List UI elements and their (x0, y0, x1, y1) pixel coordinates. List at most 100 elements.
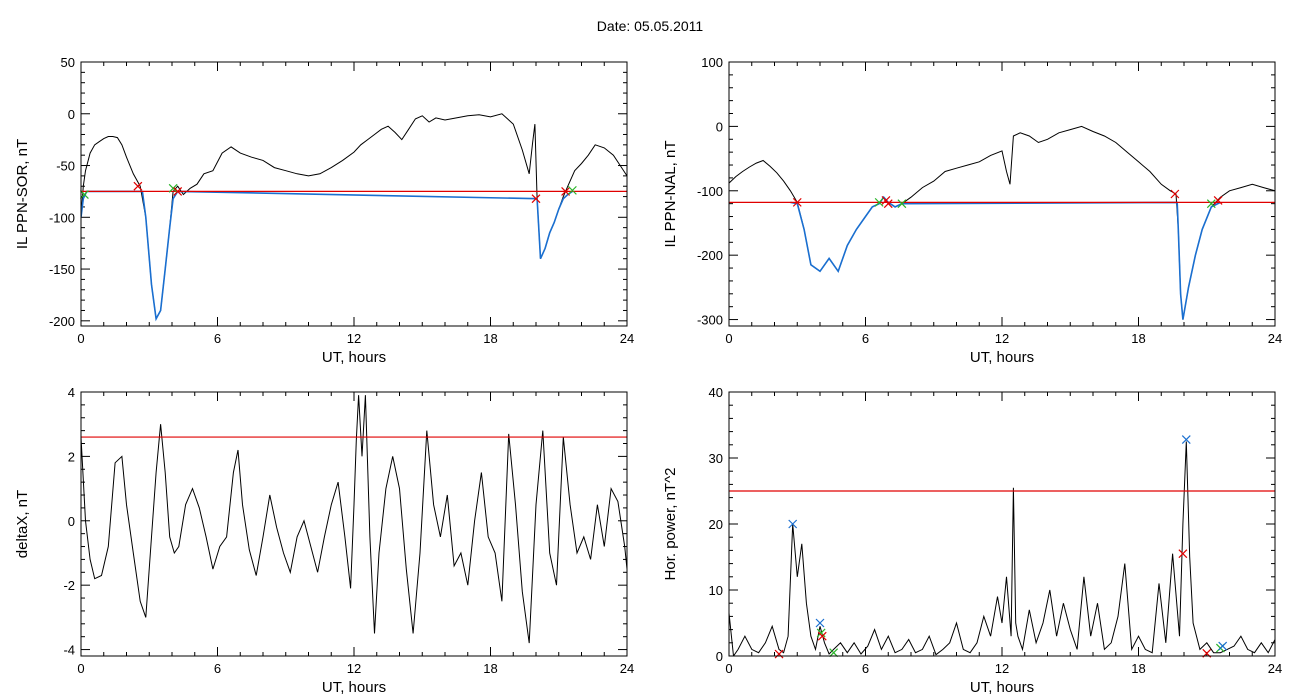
series-line-black (729, 441, 1275, 656)
marker-stroke (788, 519, 798, 529)
series-line-black (729, 125, 1275, 320)
marker-stroke (567, 185, 577, 195)
marker-stroke (815, 618, 825, 628)
marker-stroke (816, 628, 826, 638)
marker-cross-green (874, 197, 884, 207)
marker-cross-red (774, 649, 784, 659)
y-tick-label: -50 (56, 159, 75, 174)
series-line-blue (81, 190, 573, 322)
y-tick-label: -200 (697, 248, 723, 263)
y-tick-label: 30 (709, 451, 723, 466)
plot-frame (728, 391, 1276, 657)
y-tick-label: 4 (68, 385, 75, 400)
series-line-blue (790, 195, 1221, 320)
x-axis-label: UT, hours (970, 349, 1034, 366)
marker-stroke (531, 194, 541, 204)
x-tick-label: 18 (1131, 331, 1145, 346)
marker-stroke (883, 199, 893, 209)
y-tick-label: -100 (49, 210, 75, 225)
x-tick-label: 12 (347, 331, 361, 346)
x-tick-label: 6 (214, 661, 221, 676)
y-tick-label: 2 (68, 449, 75, 464)
y-tick-label: 0 (68, 107, 75, 122)
y-tick-label: -100 (697, 184, 723, 199)
y-tick-label: 100 (701, 55, 723, 70)
marker-cross-red (1178, 549, 1188, 559)
chart-bottom-left: 0 6 12 18 24 4 2 0 -2 -4 UT, hours deltaX, nT (14, 385, 634, 696)
x-tick-label: 6 (214, 331, 221, 346)
y-axis-label: IL PPN-NAL, nT (662, 141, 679, 248)
y-tick-label: -4 (63, 643, 75, 658)
x-tick-label: 18 (483, 331, 497, 346)
marker-cross-green (816, 628, 826, 638)
marker-stroke (1178, 549, 1188, 559)
x-tick-label: 18 (483, 661, 497, 676)
marker-stroke (1181, 435, 1191, 444)
plot-frame (728, 61, 1276, 327)
marker-cross-red (817, 631, 827, 641)
x-axis-label: UT, hours (970, 679, 1034, 696)
x-tick-label: 24 (620, 331, 634, 346)
marker-cross-green (79, 190, 89, 199)
plot-frame (80, 61, 628, 327)
marker-stroke (792, 197, 802, 207)
marker-cross-blue (788, 519, 798, 529)
series-line-black (81, 395, 627, 644)
x-tick-label: 24 (620, 661, 634, 676)
marker-stroke (1218, 641, 1228, 651)
x-tick-label: 0 (77, 661, 84, 676)
marker-stroke (1213, 196, 1223, 205)
y-tick-label: 20 (709, 517, 723, 532)
marker-cross-green (1206, 199, 1216, 209)
y-tick-label: -200 (49, 314, 75, 329)
y-axis-label: IL PPN-SOR, nT (14, 139, 31, 249)
y-tick-label: 0 (68, 514, 75, 529)
x-tick-label: 6 (862, 331, 869, 346)
marker-stroke (874, 197, 884, 207)
x-tick-label: 0 (725, 331, 732, 346)
x-tick-label: 24 (1268, 331, 1282, 346)
y-tick-label: -300 (697, 313, 723, 328)
x-tick-label: 0 (725, 661, 732, 676)
x-tick-label: 12 (995, 661, 1009, 676)
y-tick-label: 0 (716, 649, 723, 664)
marker-stroke (881, 196, 891, 205)
marker-cross-red (1213, 196, 1223, 205)
marker-cross-blue (1181, 435, 1191, 444)
y-axis-label: deltaX, nT (14, 490, 31, 558)
marker-cross-red (1170, 189, 1180, 199)
marker-cross-blue (1218, 641, 1228, 651)
marker-stroke (774, 649, 784, 659)
marker-stroke (168, 183, 178, 193)
x-tick-label: 12 (995, 331, 1009, 346)
y-tick-label: -2 (63, 578, 75, 593)
marker-cross-green (567, 185, 577, 195)
marker-stroke (1206, 199, 1216, 209)
marker-cross-red (531, 194, 541, 204)
x-tick-label: 24 (1268, 661, 1282, 676)
marker-stroke (829, 648, 839, 658)
x-tick-label: 12 (347, 661, 361, 676)
y-tick-label: 40 (709, 385, 723, 400)
y-tick-label: -150 (49, 262, 75, 277)
marker-cross-green (897, 199, 907, 209)
chart-bottom-right: 0 6 12 18 24 40 30 20 10 0 UT, hours Hor. power, nT… (662, 385, 1282, 696)
marker-stroke (79, 190, 89, 199)
marker-cross-blue (815, 618, 825, 628)
marker-cross-green (829, 648, 839, 658)
marker-cross-red (133, 181, 143, 191)
chart-top-right: 0 6 12 18 24 100 0 -100 -200 -300 UT, hours IL PPN-… (662, 55, 1282, 366)
marker-stroke (817, 631, 827, 641)
marker-cross-red (883, 199, 893, 209)
marker-stroke (897, 199, 907, 209)
x-axis-label: UT, hours (322, 679, 386, 696)
marker-cross-red (792, 197, 802, 207)
y-tick-label: 10 (709, 583, 723, 598)
x-tick-label: 18 (1131, 661, 1145, 676)
marker-stroke (173, 186, 183, 196)
y-tick-label: 50 (61, 55, 75, 70)
marker-stroke (133, 181, 143, 191)
x-tick-label: 0 (77, 331, 84, 346)
marker-stroke (561, 186, 570, 196)
